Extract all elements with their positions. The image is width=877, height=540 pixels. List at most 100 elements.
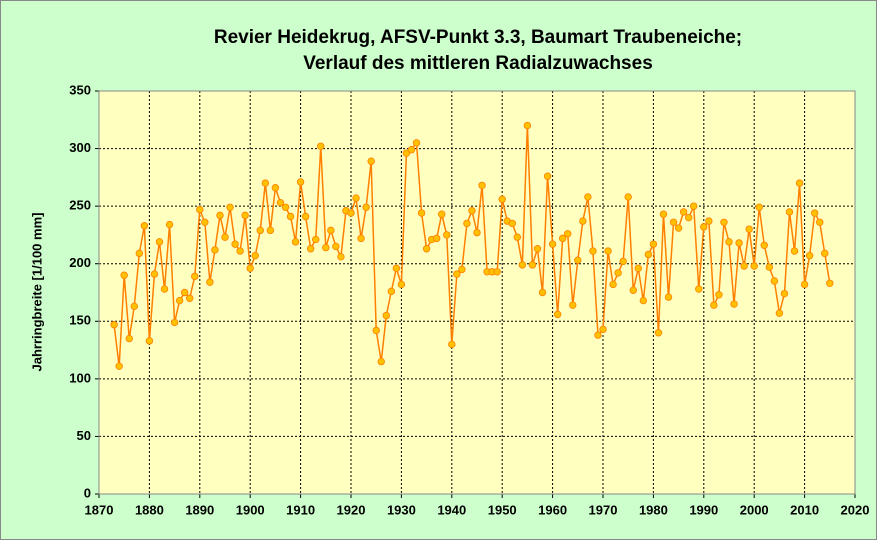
point: [337, 253, 345, 261]
x-tick-label: 1990: [689, 502, 718, 517]
point: [569, 301, 577, 309]
point: [624, 193, 632, 201]
point: [664, 293, 673, 301]
point: [115, 362, 123, 370]
point: [589, 247, 597, 255]
x-tick-label: 1870: [85, 502, 114, 517]
point: [750, 262, 758, 270]
point: [800, 280, 809, 289]
point: [629, 286, 637, 294]
point: [271, 184, 280, 192]
point: [377, 357, 385, 366]
point: [775, 309, 784, 317]
point: [579, 217, 587, 225]
x-tick-label: 2010: [790, 502, 819, 517]
point: [679, 208, 688, 216]
point: [690, 202, 698, 210]
point: [367, 157, 375, 165]
point: [458, 265, 466, 274]
point: [140, 222, 149, 230]
point: [443, 231, 451, 239]
point: [710, 301, 718, 309]
point: [770, 277, 779, 285]
point: [805, 251, 814, 260]
plot-area: [99, 91, 855, 494]
point: [135, 249, 144, 258]
x-tick-label: 2020: [841, 502, 870, 517]
point: [392, 264, 401, 273]
point: [528, 261, 537, 269]
y-tick-label: 250: [69, 198, 91, 213]
point: [276, 198, 285, 207]
point: [327, 226, 335, 235]
point: [150, 270, 159, 278]
point: [508, 219, 516, 228]
point: [740, 262, 748, 270]
point: [780, 289, 789, 298]
y-tick-label: 150: [69, 313, 91, 328]
point: [407, 146, 416, 154]
point: [826, 279, 834, 287]
point: [619, 257, 627, 266]
point: [286, 212, 295, 221]
point: [821, 249, 829, 258]
point: [498, 195, 506, 203]
point: [201, 218, 209, 226]
point: [654, 329, 663, 337]
point: [548, 240, 557, 248]
point: [684, 213, 693, 222]
point: [180, 288, 189, 297]
point: [644, 250, 653, 259]
point: [538, 288, 547, 297]
x-tick-label: 1950: [488, 502, 517, 517]
point: [186, 294, 194, 302]
point: [251, 251, 259, 260]
point: [816, 218, 824, 226]
point: [191, 272, 199, 281]
x-tick-label: 1880: [135, 502, 164, 517]
point: [412, 139, 421, 147]
point: [256, 226, 264, 235]
point: [226, 203, 234, 211]
point: [523, 121, 532, 130]
point: [206, 278, 214, 286]
point: [604, 247, 612, 255]
x-tick-label: 2000: [740, 502, 769, 517]
point: [322, 243, 330, 252]
point: [312, 235, 320, 244]
point: [110, 321, 118, 329]
x-tick-label: 1980: [639, 502, 668, 517]
point: [196, 205, 204, 214]
point: [266, 226, 275, 235]
point: [674, 224, 683, 232]
point: [553, 310, 562, 319]
point: [725, 238, 733, 246]
point: [301, 212, 310, 221]
point: [790, 247, 799, 255]
point: [362, 203, 370, 211]
point: [216, 211, 224, 220]
point: [594, 331, 602, 339]
point: [170, 318, 179, 327]
point: [659, 210, 668, 218]
point: [700, 223, 708, 231]
point: [352, 194, 360, 202]
point: [639, 296, 648, 305]
y-axis-label: Jahrringbreite [1/100 mm]: [29, 213, 44, 372]
point: [785, 208, 794, 216]
point: [574, 256, 582, 264]
point: [281, 203, 290, 211]
point: [165, 220, 174, 229]
point: [634, 264, 642, 273]
point: [755, 203, 763, 211]
point: [695, 285, 703, 293]
y-tick-label: 200: [69, 255, 91, 270]
point: [422, 245, 431, 253]
point: [155, 238, 164, 246]
chart-title: Verlauf des mittleren Radialzuwachses: [303, 53, 653, 74]
point: [513, 233, 522, 241]
y-tick-label: 50: [77, 428, 91, 443]
point: [614, 269, 622, 277]
x-tick-label: 1970: [589, 502, 618, 517]
